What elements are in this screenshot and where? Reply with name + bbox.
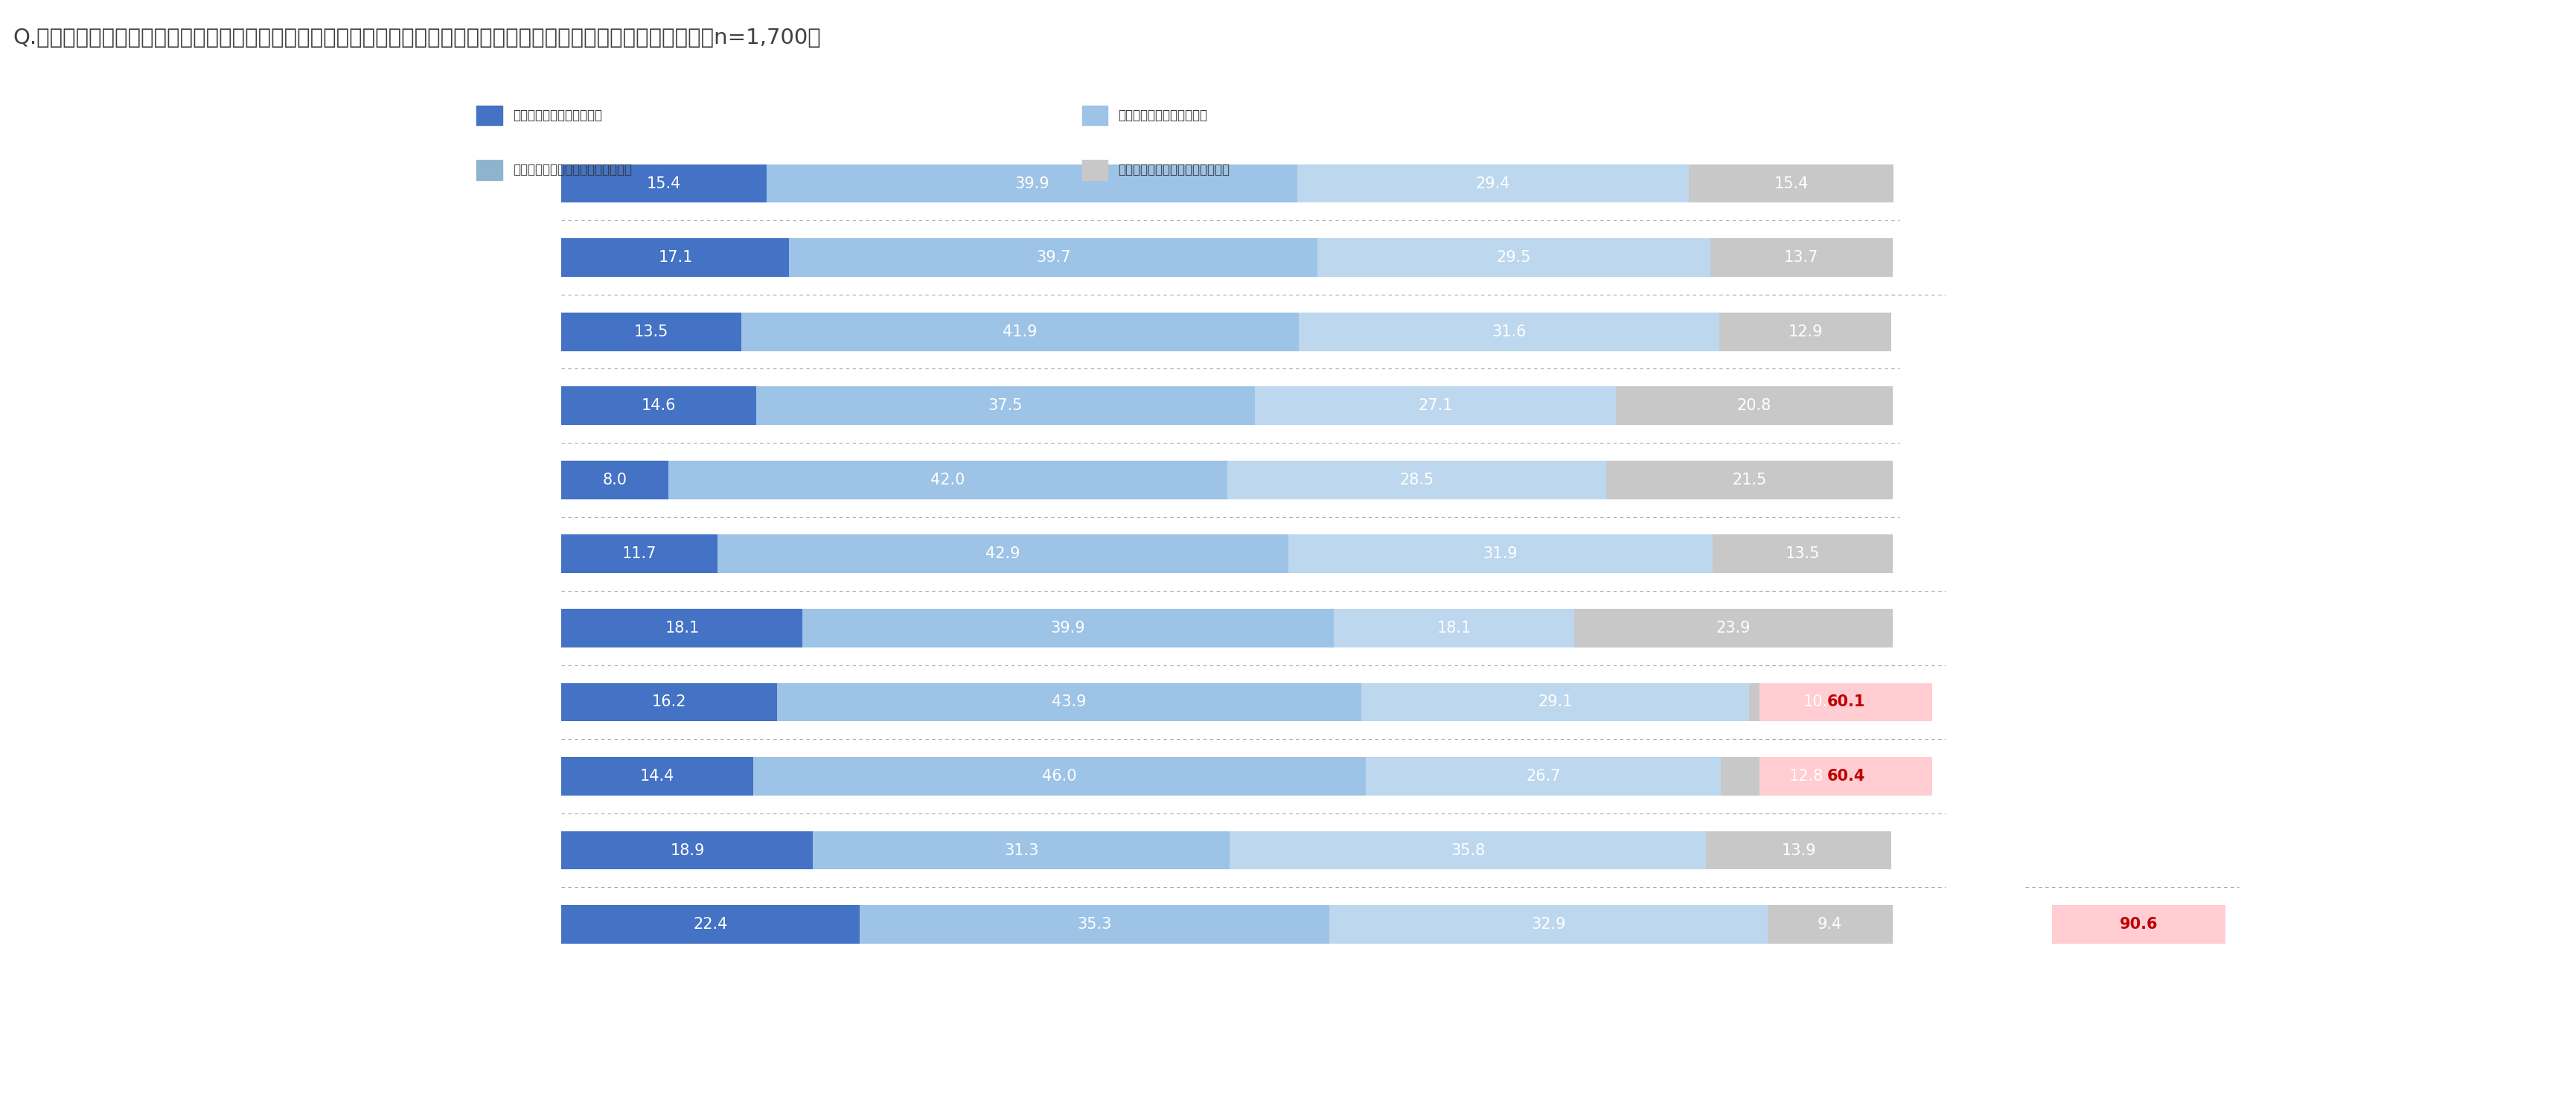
Text: 冬場に限らず、気を遣っていない: 冬場に限らず、気を遣っていない	[1118, 163, 1229, 177]
Bar	[2053, 905, 2226, 943]
Text: 60.4: 60.4	[1826, 769, 1865, 783]
Text: 12.8: 12.8	[1788, 769, 1824, 783]
Text: 42.0: 42.0	[930, 473, 966, 487]
Bar	[1255, 386, 1615, 425]
Text: 32.9: 32.9	[1530, 917, 1566, 932]
Bar	[1316, 238, 1710, 276]
Bar	[562, 609, 804, 647]
Bar	[562, 757, 752, 795]
Bar	[1759, 683, 1932, 722]
Text: 43.9: 43.9	[1051, 694, 1087, 710]
Text: 26.7: 26.7	[1525, 769, 1561, 783]
Text: 9.4: 9.4	[1819, 917, 1842, 932]
Text: 39.9: 39.9	[1015, 176, 1048, 191]
Text: 29.1: 29.1	[1538, 694, 1571, 710]
Text: 21.5: 21.5	[1731, 473, 1767, 487]
Bar	[768, 165, 1298, 203]
Text: 27.1: 27.1	[1417, 398, 1453, 414]
Bar	[562, 534, 716, 574]
Bar	[1705, 832, 1891, 870]
Text: 14.4: 14.4	[641, 769, 675, 783]
Bar	[752, 757, 1365, 795]
Bar	[1365, 757, 1721, 795]
Bar	[562, 683, 778, 722]
Text: 冬場はやや気を遣っている: 冬場はやや気を遣っている	[1118, 109, 1208, 122]
Bar	[1298, 165, 1690, 203]
Text: 13.9: 13.9	[1783, 842, 1816, 858]
Text: 31.6: 31.6	[1492, 325, 1528, 339]
Bar	[804, 609, 1334, 647]
Text: 15.4: 15.4	[647, 176, 680, 191]
Text: Q.あなたは、風邪やインフルエンザなどの体調不良を防ぐために、冬場の健康管理について気を遣っていますか。　（n=1,700）: Q.あなたは、風邪やインフルエンザなどの体調不良を防ぐために、冬場の健康管理につ…	[13, 27, 822, 48]
Bar	[1749, 683, 1893, 722]
Bar	[716, 534, 1288, 574]
Text: 13.5: 13.5	[1785, 546, 1819, 562]
Text: 46.0: 46.0	[1043, 769, 1077, 783]
Bar	[788, 238, 1316, 276]
Bar	[1713, 534, 1893, 574]
Bar	[778, 683, 1363, 722]
Text: 17.1: 17.1	[657, 250, 693, 265]
Bar	[860, 905, 1329, 943]
Text: 41.9: 41.9	[1002, 325, 1038, 339]
Text: 31.3: 31.3	[1005, 842, 1038, 858]
Text: 8.0: 8.0	[603, 473, 626, 487]
Text: 22.4: 22.4	[693, 917, 729, 932]
Text: 18.1: 18.1	[1437, 621, 1471, 635]
Text: 35.8: 35.8	[1450, 842, 1486, 858]
Bar	[1288, 534, 1713, 574]
Bar	[1334, 609, 1574, 647]
Text: 90.6: 90.6	[2120, 917, 2159, 932]
Bar	[1721, 757, 1891, 795]
Bar	[1329, 905, 1767, 943]
Text: 15.4: 15.4	[1775, 176, 1808, 191]
Text: 16.2: 16.2	[652, 694, 688, 710]
Text: 20.8: 20.8	[1736, 398, 1772, 414]
Text: 31.9: 31.9	[1484, 546, 1517, 562]
Text: 29.4: 29.4	[1476, 176, 1510, 191]
Bar	[1721, 313, 1891, 351]
Text: 他の季節と変わらず気を遣っている: 他の季節と変わらず気を遣っている	[513, 163, 631, 177]
Text: 29.5: 29.5	[1497, 250, 1530, 265]
Bar	[1759, 757, 1932, 795]
Bar	[1226, 461, 1607, 499]
Text: 37.5: 37.5	[989, 398, 1023, 414]
Bar	[562, 832, 814, 870]
Text: 60.1: 60.1	[1826, 694, 1865, 710]
Text: 14.6: 14.6	[641, 398, 675, 414]
Bar	[742, 313, 1298, 351]
Bar	[1574, 609, 1893, 647]
Text: 23.9: 23.9	[1716, 621, 1752, 635]
Bar	[562, 165, 768, 203]
Bar	[1298, 313, 1721, 351]
Text: 18.9: 18.9	[670, 842, 706, 858]
Bar	[562, 386, 755, 425]
Bar	[562, 238, 788, 276]
Text: 11.7: 11.7	[623, 546, 657, 562]
Bar	[562, 461, 667, 499]
Bar	[667, 461, 1226, 499]
Text: 冬場は特に気を遣っている: 冬場は特に気を遣っている	[513, 109, 603, 122]
Text: 42.9: 42.9	[987, 546, 1020, 562]
Text: 18.1: 18.1	[665, 621, 698, 635]
Bar	[1710, 238, 1893, 276]
Text: 13.7: 13.7	[1785, 250, 1819, 265]
Bar	[1363, 683, 1749, 722]
Text: 13.5: 13.5	[634, 325, 670, 339]
Bar	[1229, 832, 1705, 870]
Bar	[562, 313, 742, 351]
Text: 12.9: 12.9	[1788, 325, 1824, 339]
Bar	[562, 905, 860, 943]
Bar	[1615, 386, 1893, 425]
Text: 35.3: 35.3	[1077, 917, 1113, 932]
Bar	[1607, 461, 1893, 499]
Bar	[814, 832, 1229, 870]
Text: 39.9: 39.9	[1051, 621, 1084, 635]
Bar	[1690, 165, 1893, 203]
Text: 28.5: 28.5	[1399, 473, 1435, 487]
Text: 39.7: 39.7	[1036, 250, 1072, 265]
Text: 10.8: 10.8	[1803, 694, 1837, 710]
Bar	[755, 386, 1255, 425]
Bar	[1767, 905, 1893, 943]
